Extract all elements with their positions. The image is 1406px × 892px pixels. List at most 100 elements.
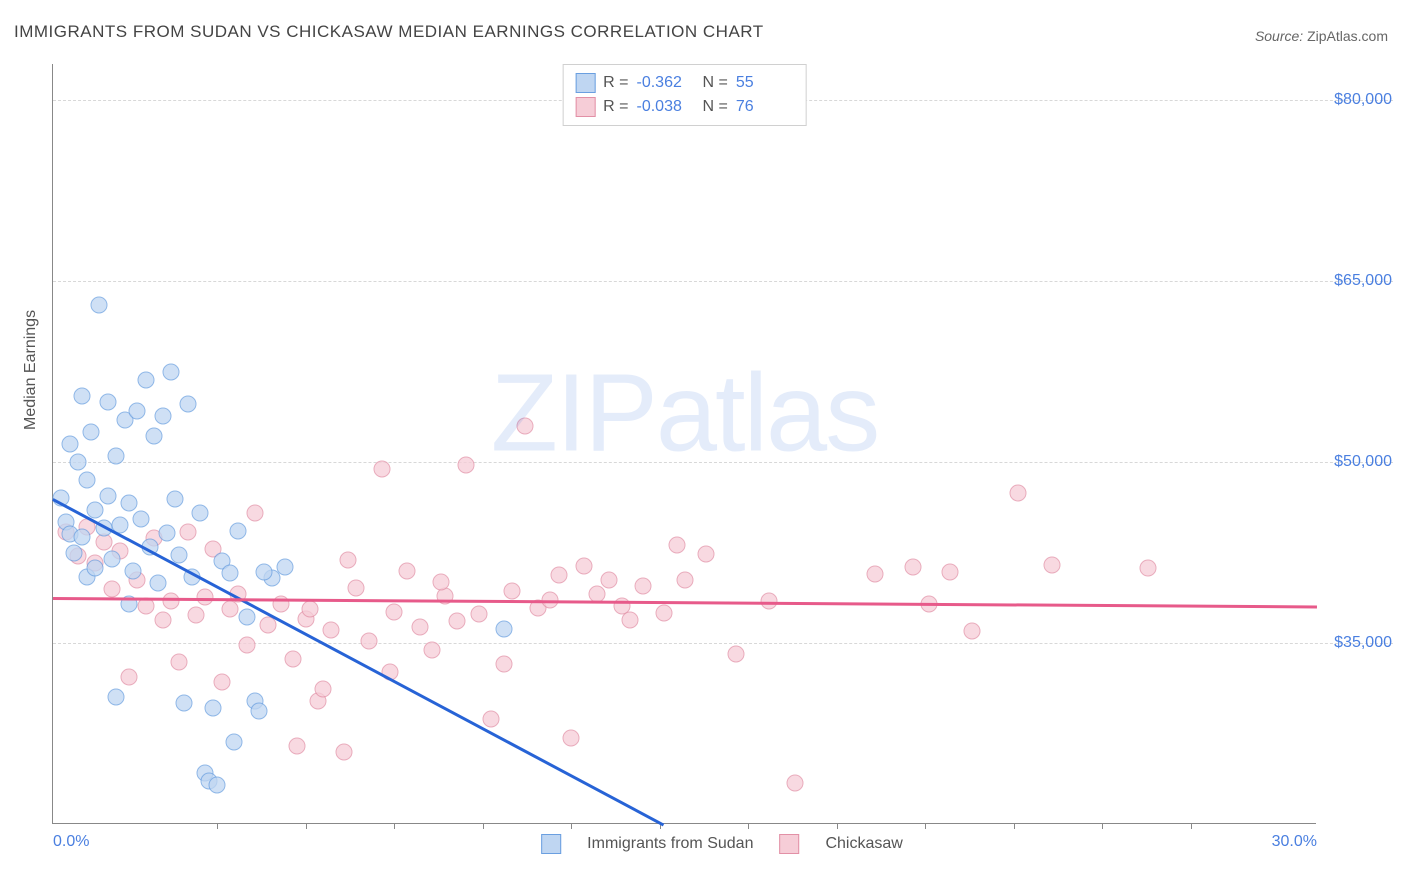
x-tick-mark xyxy=(1014,823,1015,829)
data-point-sudan xyxy=(230,522,247,539)
data-point-chickasaw xyxy=(786,774,803,791)
data-point-sudan xyxy=(175,695,192,712)
data-point-sudan xyxy=(167,491,184,508)
data-point-sudan xyxy=(192,504,209,521)
data-point-chickasaw xyxy=(504,583,521,600)
data-point-chickasaw xyxy=(411,619,428,636)
data-point-sudan xyxy=(70,454,87,471)
series-label-chickasaw: Chickasaw xyxy=(825,835,902,853)
swatch-sudan xyxy=(575,73,595,93)
data-point-chickasaw xyxy=(963,622,980,639)
data-point-chickasaw xyxy=(668,537,685,554)
data-point-sudan xyxy=(99,393,116,410)
legend-row-chickasaw: R = -0.038 N = 76 xyxy=(575,95,794,119)
data-point-sudan xyxy=(108,448,125,465)
data-point-sudan xyxy=(276,559,293,576)
x-tick-mark xyxy=(394,823,395,829)
x-tick-mark xyxy=(217,823,218,829)
plot-region: ZIPatlas R = -0.362 N = 55 R = -0.038 N … xyxy=(52,64,1316,824)
data-point-chickasaw xyxy=(238,637,255,654)
data-point-chickasaw xyxy=(154,612,171,629)
x-tick-mark xyxy=(837,823,838,829)
data-point-chickasaw xyxy=(213,673,230,690)
data-point-chickasaw xyxy=(302,601,319,618)
data-point-chickasaw xyxy=(495,655,512,672)
gridline xyxy=(53,462,1393,463)
source-label: Source: xyxy=(1255,28,1303,44)
data-point-sudan xyxy=(209,777,226,794)
data-point-chickasaw xyxy=(575,557,592,574)
r-label: R = xyxy=(603,98,628,116)
data-point-sudan xyxy=(78,472,95,489)
data-point-sudan xyxy=(91,297,108,314)
data-point-sudan xyxy=(74,528,91,545)
data-point-sudan xyxy=(238,608,255,625)
chart-area: ZIPatlas R = -0.362 N = 55 R = -0.038 N … xyxy=(52,64,1392,824)
n-label: N = xyxy=(703,98,728,116)
data-point-chickasaw xyxy=(727,645,744,662)
data-point-chickasaw xyxy=(866,566,883,583)
data-point-sudan xyxy=(108,689,125,706)
source-attribution: Source: ZipAtlas.com xyxy=(1255,28,1388,44)
data-point-chickasaw xyxy=(103,580,120,597)
data-point-chickasaw xyxy=(655,604,672,621)
data-point-sudan xyxy=(162,363,179,380)
data-point-sudan xyxy=(103,550,120,567)
data-point-chickasaw xyxy=(432,573,449,590)
trend-line-chickasaw xyxy=(53,597,1317,608)
x-tick-mark xyxy=(571,823,572,829)
data-point-chickasaw xyxy=(179,524,196,541)
x-tick-mark xyxy=(1191,823,1192,829)
data-point-chickasaw xyxy=(285,650,302,667)
data-point-chickasaw xyxy=(470,606,487,623)
data-point-chickasaw xyxy=(314,680,331,697)
data-point-chickasaw xyxy=(516,417,533,434)
legend-row-sudan: R = -0.362 N = 55 xyxy=(575,71,794,95)
n-value-sudan: 55 xyxy=(736,74,794,92)
series-label-sudan: Immigrants from Sudan xyxy=(587,835,753,853)
data-point-chickasaw xyxy=(483,711,500,728)
data-point-sudan xyxy=(137,372,154,389)
data-point-chickasaw xyxy=(1043,556,1060,573)
watermark-bold: ZIP xyxy=(491,352,656,475)
n-label: N = xyxy=(703,74,728,92)
chart-title: IMMIGRANTS FROM SUDAN VS CHICKASAW MEDIA… xyxy=(14,22,764,42)
data-point-sudan xyxy=(255,563,272,580)
data-point-chickasaw xyxy=(373,461,390,478)
data-point-chickasaw xyxy=(120,668,137,685)
data-point-sudan xyxy=(61,436,78,453)
data-point-sudan xyxy=(205,700,222,717)
x-tick-label: 0.0% xyxy=(53,833,89,851)
y-axis-title: Median Earnings xyxy=(22,310,40,430)
data-point-chickasaw xyxy=(588,585,605,602)
data-point-chickasaw xyxy=(247,504,264,521)
data-point-sudan xyxy=(251,702,268,719)
x-tick-mark xyxy=(1102,823,1103,829)
data-point-chickasaw xyxy=(289,737,306,754)
gridline xyxy=(53,281,1393,282)
r-value-sudan: -0.362 xyxy=(637,74,695,92)
x-tick-mark xyxy=(748,823,749,829)
data-point-chickasaw xyxy=(904,559,921,576)
data-point-chickasaw xyxy=(188,607,205,624)
data-point-sudan xyxy=(221,565,238,582)
watermark: ZIPatlas xyxy=(491,350,878,477)
data-point-chickasaw xyxy=(942,563,959,580)
data-point-chickasaw xyxy=(162,592,179,609)
y-tick-label: $35,000 xyxy=(1316,634,1392,652)
data-point-chickasaw xyxy=(634,578,651,595)
data-point-chickasaw xyxy=(457,456,474,473)
data-point-chickasaw xyxy=(335,743,352,760)
data-point-chickasaw xyxy=(622,612,639,629)
y-tick-label: $80,000 xyxy=(1316,91,1392,109)
data-point-sudan xyxy=(179,396,196,413)
data-point-chickasaw xyxy=(323,621,340,638)
watermark-light: atlas xyxy=(656,352,878,475)
data-point-chickasaw xyxy=(348,579,365,596)
data-point-sudan xyxy=(120,495,137,512)
x-tick-mark xyxy=(483,823,484,829)
x-tick-mark xyxy=(306,823,307,829)
data-point-sudan xyxy=(495,620,512,637)
data-point-sudan xyxy=(146,427,163,444)
data-point-chickasaw xyxy=(1009,485,1026,502)
